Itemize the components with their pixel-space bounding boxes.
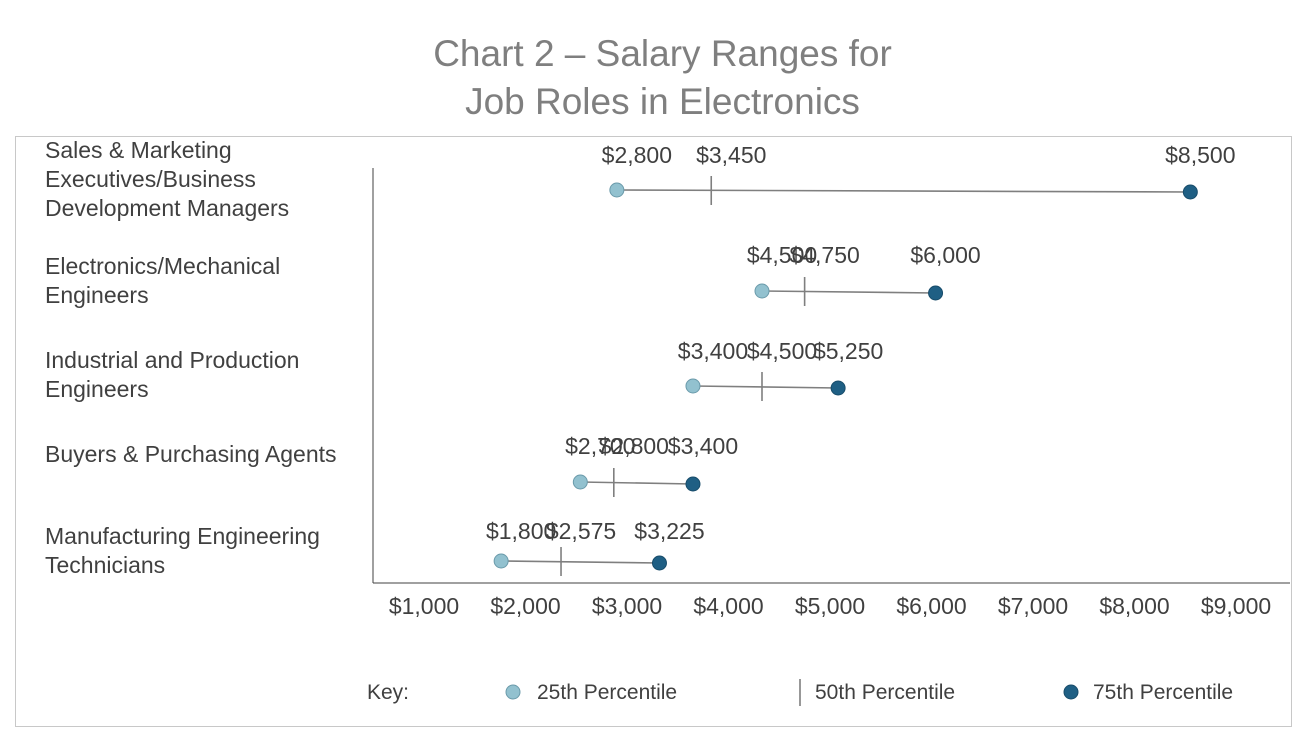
x-tick-label: $7,000 bbox=[998, 593, 1068, 619]
category-label: Development Managers bbox=[45, 195, 289, 221]
chart-frame bbox=[15, 136, 1292, 727]
range-line bbox=[501, 560, 660, 564]
category-label: Industrial and Production bbox=[45, 347, 299, 373]
value-label-p25: $1,800 bbox=[486, 518, 556, 544]
range-line bbox=[692, 385, 839, 389]
value-label-p75: $5,250 bbox=[813, 338, 883, 364]
p25-marker bbox=[572, 474, 588, 490]
x-tick-label: $6,000 bbox=[896, 593, 966, 619]
chart-title-line-1: Chart 2 – Salary Ranges for bbox=[433, 33, 892, 74]
category-label: Engineers bbox=[45, 282, 149, 308]
legend-p75-marker bbox=[1063, 684, 1079, 700]
value-label-p50: $4,750 bbox=[789, 242, 859, 268]
p75-marker bbox=[1182, 184, 1198, 200]
chart-title-line-2: Job Roles in Electronics bbox=[465, 81, 860, 122]
value-label-p50: $4,500 bbox=[747, 338, 817, 364]
value-label-p25: $4,500 bbox=[747, 242, 817, 268]
value-label-p75: $6,000 bbox=[910, 242, 980, 268]
legend-p50-label: 50th Percentile bbox=[815, 681, 955, 704]
value-label-p50: $3,450 bbox=[696, 142, 766, 168]
x-tick-label: $4,000 bbox=[693, 593, 763, 619]
p25-marker bbox=[609, 182, 625, 198]
p25-marker bbox=[754, 283, 770, 299]
x-tick-label: $9,000 bbox=[1201, 593, 1271, 619]
value-label-p75: $3,400 bbox=[668, 433, 738, 459]
chart-title: Chart 2 – Salary Ranges for Job Roles in… bbox=[0, 30, 1310, 126]
x-tick-label: $8,000 bbox=[1099, 593, 1169, 619]
range-line bbox=[580, 481, 693, 485]
p75-marker bbox=[685, 476, 701, 492]
key-label: Key: bbox=[367, 681, 409, 704]
value-label-p25: $2,800 bbox=[602, 142, 672, 168]
category-label: Buyers & Purchasing Agents bbox=[45, 441, 337, 467]
value-label-p50: $2,800 bbox=[599, 433, 669, 459]
legend-p25-label: 25th Percentile bbox=[537, 681, 677, 704]
value-label-p25: $3,400 bbox=[678, 338, 748, 364]
value-label-p75: $3,225 bbox=[634, 518, 704, 544]
value-label-p25: $2,700 bbox=[565, 433, 635, 459]
p25-marker bbox=[493, 553, 509, 569]
category-label: Electronics/Mechanical bbox=[45, 253, 280, 279]
category-label: Engineers bbox=[45, 376, 149, 402]
p25-marker bbox=[685, 378, 701, 394]
x-tick-label: $1,000 bbox=[389, 593, 459, 619]
x-tick-label: $3,000 bbox=[592, 593, 662, 619]
x-tick-label: $5,000 bbox=[795, 593, 865, 619]
value-label-p75: $8,500 bbox=[1165, 142, 1235, 168]
category-label: Sales & Marketing bbox=[45, 137, 232, 163]
range-line bbox=[616, 189, 1191, 193]
x-tick-label: $2,000 bbox=[490, 593, 560, 619]
category-label: Manufacturing Engineering bbox=[45, 523, 320, 549]
legend-p25-marker bbox=[505, 684, 521, 700]
category-label: Executives/Business bbox=[45, 166, 256, 192]
range-line bbox=[761, 290, 936, 294]
p75-marker bbox=[830, 380, 846, 396]
p75-marker bbox=[928, 285, 944, 301]
category-label: Technicians bbox=[45, 552, 165, 578]
legend-p75-label: 75th Percentile bbox=[1093, 681, 1233, 704]
value-label-p50: $2,575 bbox=[546, 518, 616, 544]
p75-marker bbox=[651, 555, 667, 571]
